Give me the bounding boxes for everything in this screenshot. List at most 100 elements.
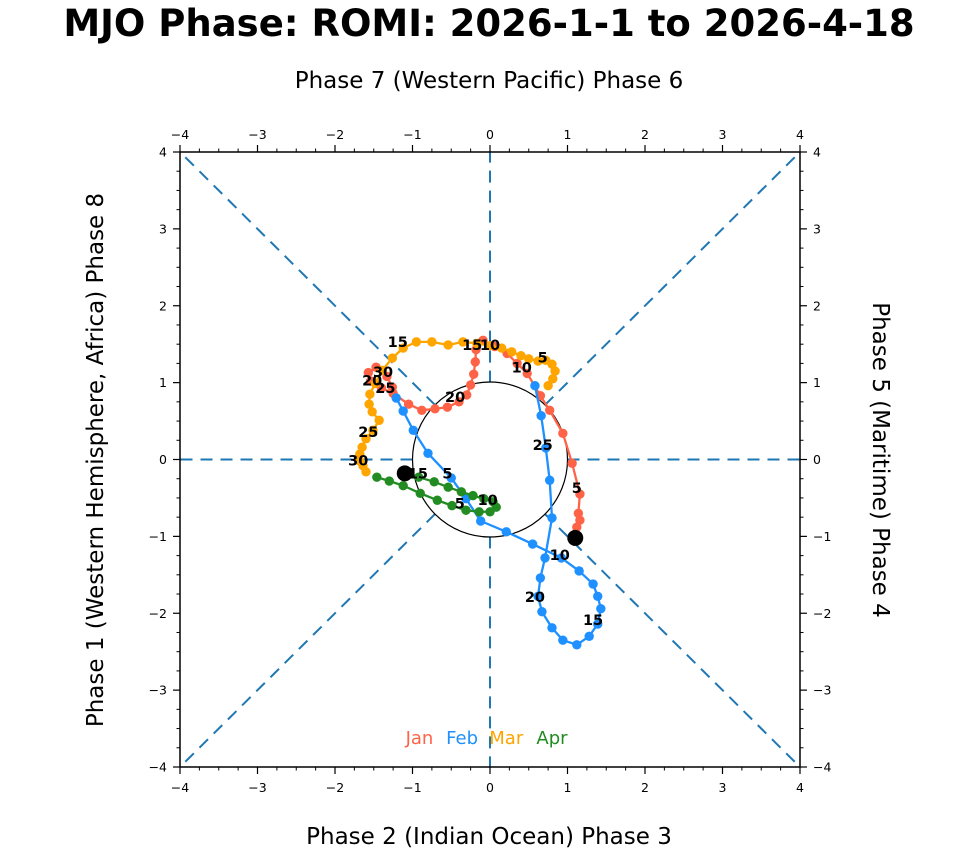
tick-label-right: 3 [813, 221, 821, 236]
day-point-feb-20 [537, 607, 547, 617]
tick-label-right: 0 [813, 452, 821, 467]
tick-label-top: −1 [403, 127, 421, 142]
tick-label-top: 1 [564, 127, 572, 142]
legend-apr: Apr [536, 728, 568, 749]
day-point-apr-1 [372, 472, 382, 482]
day-point-apr-8 [474, 507, 484, 517]
day-point-apr-17 [414, 472, 424, 482]
day-point-mar-17 [398, 343, 408, 353]
figure-title: MJO Phase: ROMI: 2026-1-1 to 2026-4-18 [63, 2, 915, 45]
tick-label-bottom: 1 [564, 780, 572, 795]
day-point-feb-7 [476, 516, 486, 526]
tick-label-right: −2 [813, 606, 831, 621]
tick-label-bottom: 0 [486, 780, 494, 795]
day-point-apr-14 [456, 487, 467, 497]
tick-label-top: 4 [796, 127, 804, 142]
day-point-apr-16 [429, 477, 439, 487]
tick-label-left: −1 [149, 529, 167, 544]
day-point-jan-11 [512, 358, 522, 369]
day-point-mar-5 [541, 355, 551, 366]
day-point-feb-26 [541, 443, 551, 453]
day-point-feb-12 [588, 579, 598, 589]
day-point-apr-7 [461, 505, 471, 515]
day-point-feb-13 [593, 591, 603, 602]
tick-label-top: 0 [486, 127, 494, 142]
day-point-mar-21 [365, 389, 375, 399]
day-point-jan-31 [387, 382, 398, 392]
day-label-jan-30: 30 [373, 365, 393, 381]
day-point-mar-20 [370, 378, 380, 389]
day-point-apr-5 [432, 495, 442, 505]
tick-label-top: −4 [171, 127, 189, 142]
day-label-jan-15: 15 [462, 338, 482, 354]
trajectory-end-marker [396, 465, 413, 482]
day-point-feb-1 [391, 393, 401, 403]
day-point-mar-11 [485, 341, 495, 351]
day-point-feb-2 [398, 406, 408, 416]
tick-label-right: −1 [813, 529, 831, 544]
tick-label-left: −2 [149, 606, 167, 621]
tick-label-top: 2 [641, 127, 649, 142]
day-point-feb-17 [572, 640, 582, 650]
tick-label-top: −3 [248, 127, 266, 142]
day-point-jan-16 [470, 357, 480, 367]
day-point-feb-21 [533, 591, 543, 602]
day-point-jan-4 [573, 508, 584, 519]
day-point-feb-23 [540, 553, 550, 563]
tick-label-right: −4 [813, 760, 831, 775]
day-point-mar-12 [472, 338, 482, 349]
day-point-feb-3 [408, 425, 418, 435]
tick-label-left: 1 [159, 375, 167, 390]
day-point-feb-8 [501, 527, 511, 537]
tick-label-left: −4 [149, 760, 167, 775]
day-point-feb-18 [558, 635, 568, 645]
phase-divider-line-7 [179, 513, 436, 768]
day-point-mar-1 [543, 381, 553, 391]
day-point-mar-10 [496, 343, 507, 353]
tick-label-bottom: 3 [719, 780, 727, 795]
tick-label-bottom: −2 [326, 780, 344, 795]
day-point-jan-28 [363, 367, 374, 378]
tick-label-right: 4 [813, 145, 821, 160]
trajectory-start-marker [567, 529, 584, 546]
day-point-mar-14 [443, 340, 453, 350]
day-point-jan-17 [469, 369, 479, 379]
day-point-mar-24 [374, 415, 384, 425]
day-point-jan-20 [454, 397, 464, 407]
day-point-jan-19 [462, 390, 472, 400]
tick-label-bottom: −4 [171, 780, 189, 795]
day-point-apr-3 [398, 480, 408, 491]
tick-label-left: 4 [159, 145, 167, 160]
day-point-feb-16 [584, 631, 594, 642]
day-point-mar-6 [533, 356, 543, 366]
day-label-jan-10: 10 [512, 360, 532, 376]
day-point-apr-11 [488, 497, 498, 507]
tick-label-bottom: 4 [796, 780, 804, 795]
day-point-jan-24 [403, 399, 414, 409]
day-point-jan-8 [544, 405, 555, 415]
day-point-mar-9 [507, 347, 517, 357]
tick-label-left: 3 [159, 221, 167, 236]
day-point-jan-10 [522, 368, 532, 379]
day-point-feb-19 [547, 623, 557, 633]
tick-label-left: −3 [149, 683, 167, 698]
day-point-feb-4 [423, 448, 433, 459]
day-point-feb-15 [593, 619, 603, 629]
day-point-mar-13 [458, 337, 468, 347]
day-label-feb-15: 15 [583, 613, 603, 629]
day-point-mar-16 [411, 337, 422, 347]
day-label-mar-10: 10 [480, 338, 500, 354]
tick-label-bottom: 2 [641, 780, 649, 795]
day-point-jan-5 [575, 489, 585, 499]
day-point-mar-18 [387, 353, 398, 363]
day-point-jan-7 [558, 428, 568, 439]
day-point-mar-2 [548, 374, 558, 384]
day-label-apr-10: 10 [478, 493, 498, 509]
tick-label-bottom: −3 [248, 780, 266, 795]
phase-divider-line-5 [179, 151, 436, 406]
day-point-apr-4 [415, 488, 425, 499]
day-label-mar-15: 15 [388, 335, 408, 351]
tick-label-bottom: −1 [403, 780, 421, 795]
